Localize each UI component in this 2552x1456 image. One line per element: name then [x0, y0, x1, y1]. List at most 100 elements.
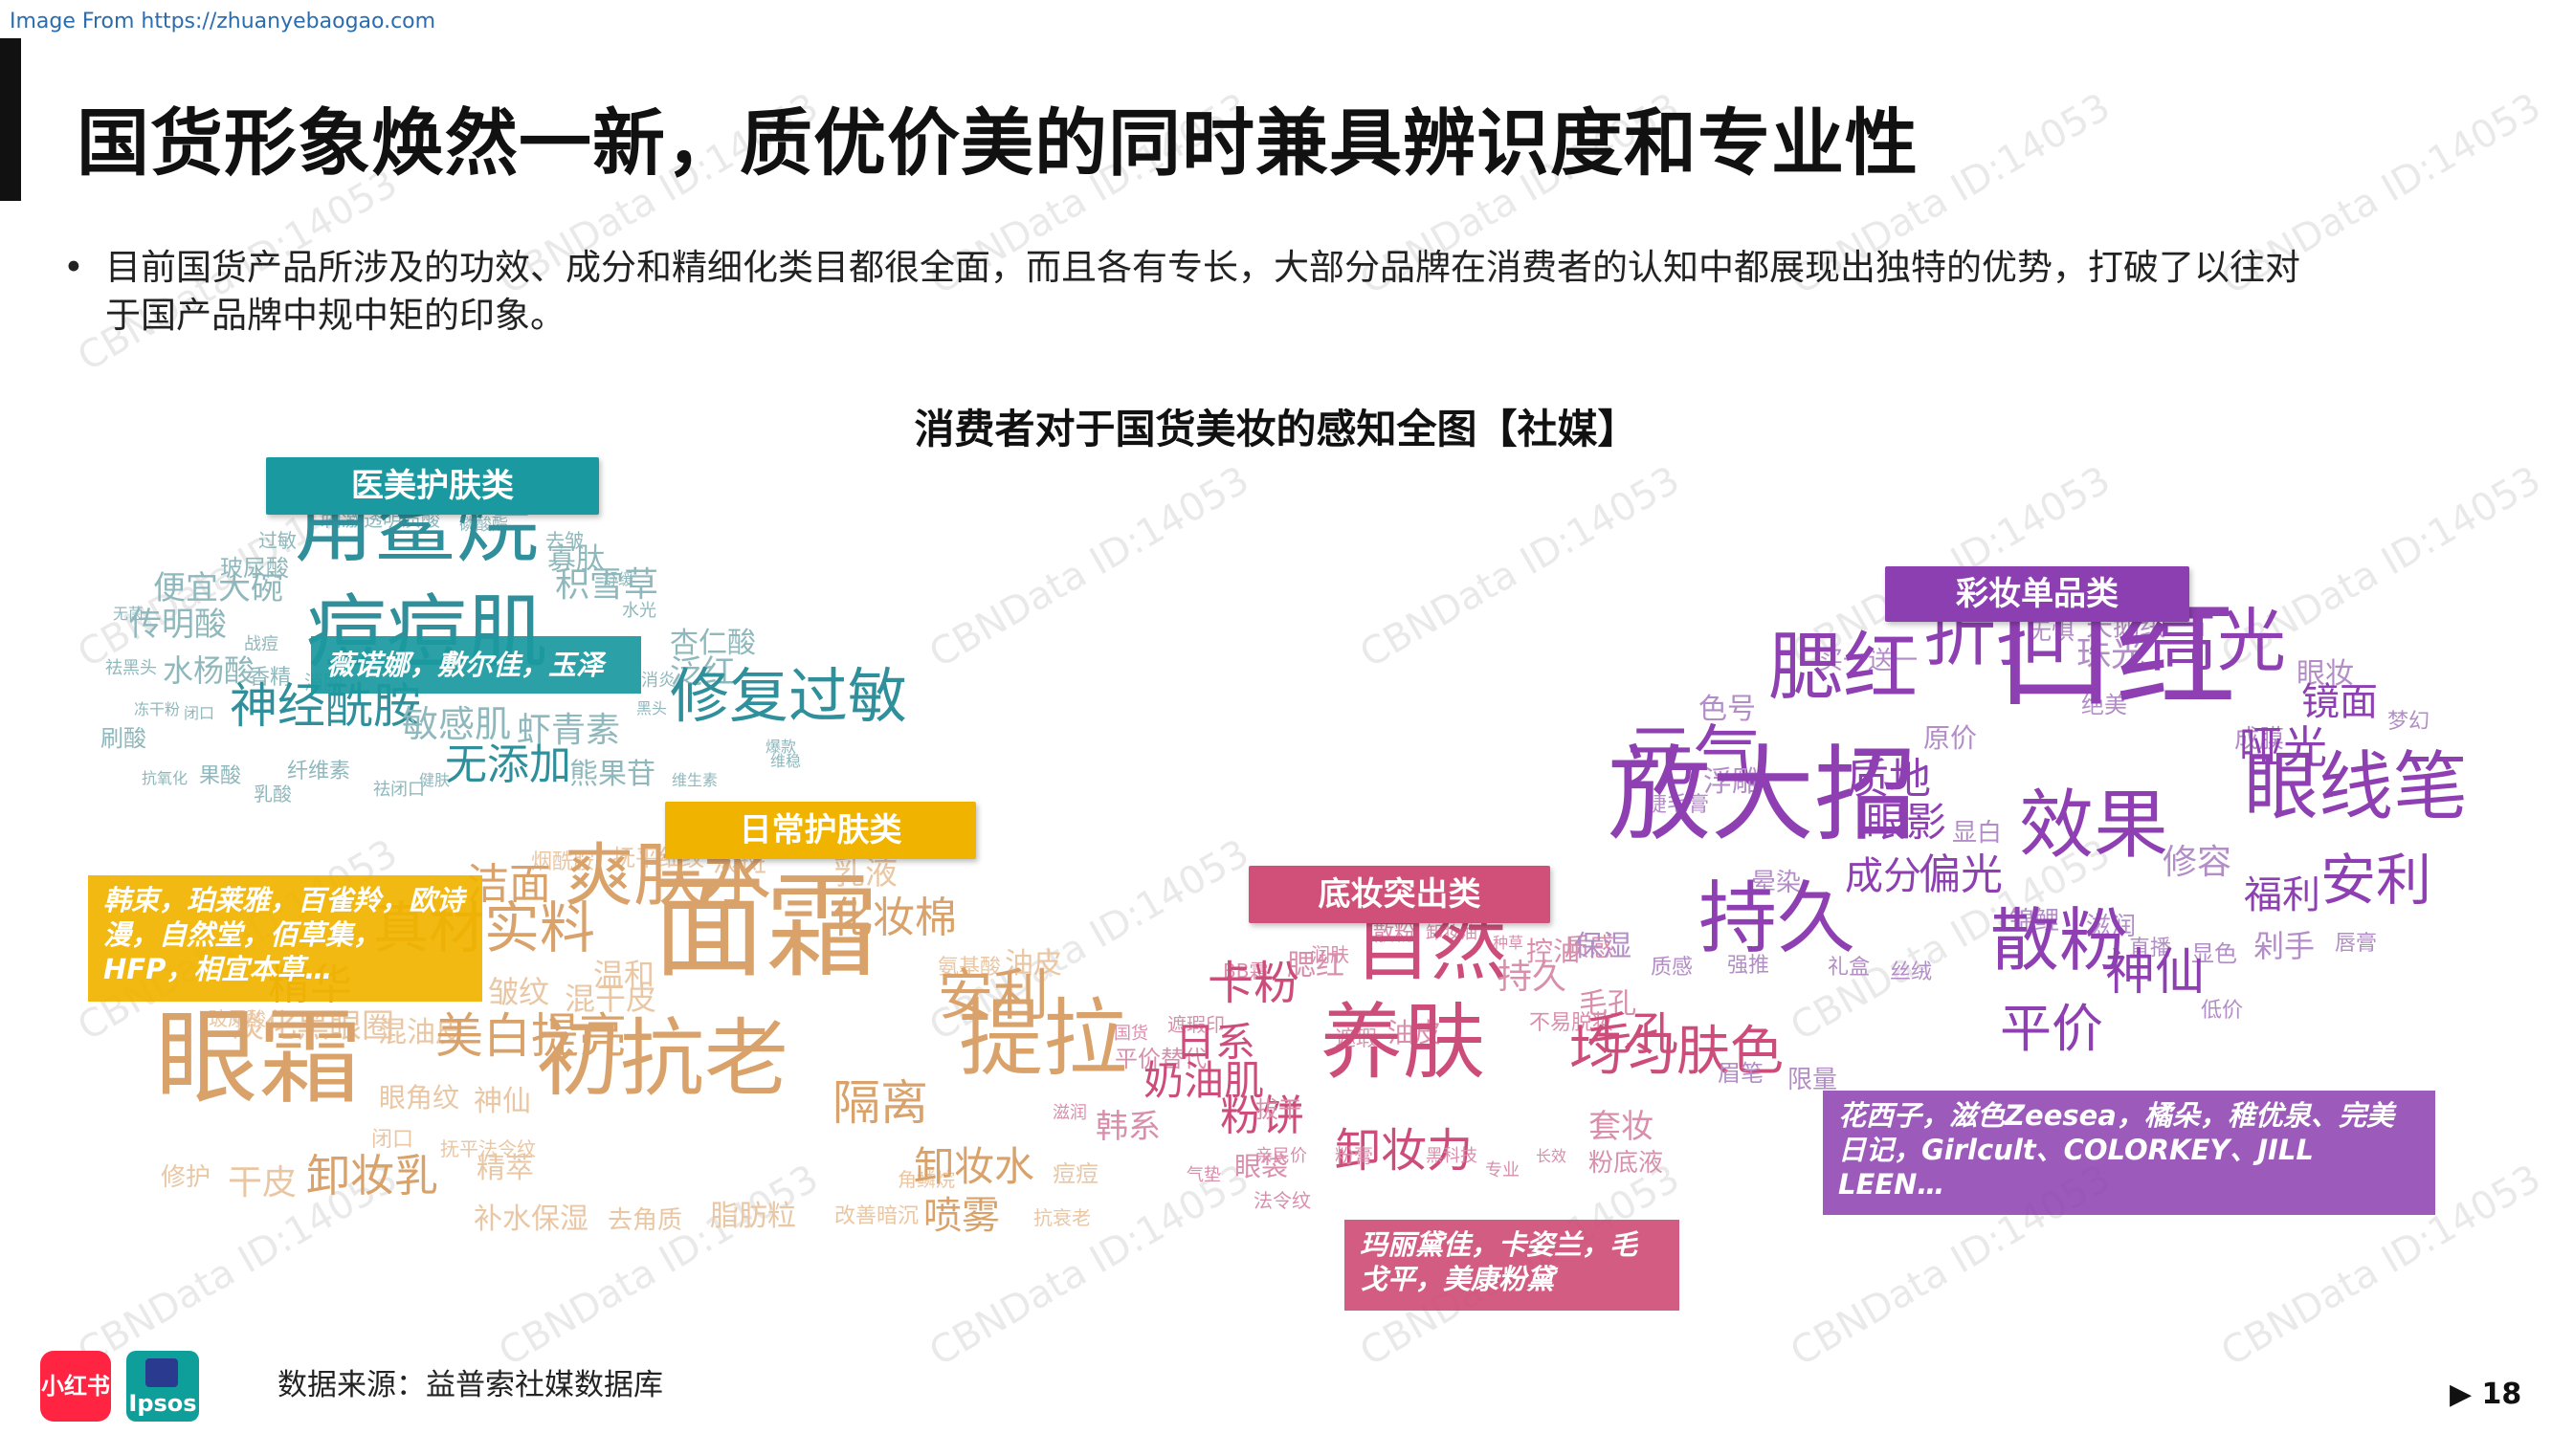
word-cloud-term: 乳液: [832, 854, 898, 893]
word-cloud-term: 镜面: [2301, 680, 2378, 724]
chart-title: 消费者对于国货美妆的感知全图【社媒】: [914, 406, 1638, 452]
word-cloud-term: 熊果苷: [569, 757, 655, 791]
word-cloud-term: 纤维素: [287, 760, 351, 784]
word-cloud-term: 寡肽: [547, 541, 605, 576]
word-cloud-term: 遮瑕印: [1167, 1013, 1225, 1036]
page-number-value: 18: [2481, 1378, 2522, 1411]
word-cloud-term: 种草: [1493, 934, 1524, 953]
word-cloud-term: BB霜: [1223, 960, 1269, 982]
word-cloud-term: 眉笔: [1718, 1059, 1764, 1087]
word-cloud-term: 成分: [1845, 854, 1921, 898]
page-arrow-icon: ▶: [2450, 1378, 2473, 1411]
word-cloud-term: 眼角纹: [379, 1082, 460, 1114]
word-cloud-term: 散粉: [1990, 899, 2129, 981]
word-cloud-term: 补水保湿: [474, 1202, 588, 1236]
word-cloud-term: 唇膏: [2335, 932, 2378, 957]
page-number: ▶ 18: [2450, 1378, 2521, 1411]
xiaohongshu-logo: 小红书: [40, 1351, 111, 1422]
word-cloud-term: 均匀肤色: [1569, 1021, 1784, 1084]
word-cloud-term: 无菌: [113, 605, 144, 624]
word-cloud-term: 平价: [2000, 999, 2103, 1060]
word-cloud-term: 修容: [2163, 843, 2232, 883]
tag-base-makeup: 底妆突出类: [1249, 866, 1550, 923]
word-cloud-term: 化妆棉: [831, 893, 957, 942]
word-cloud-term: 神仙: [2105, 943, 2206, 1002]
word-cloud-term: 眼袋: [1234, 1151, 1289, 1183]
title-accent-bar: [0, 38, 21, 201]
word-cloud-term: 卡粉: [1208, 957, 1300, 1011]
word-cloud-term: 买一送一: [1818, 646, 1919, 675]
word-cloud-term: 长效: [1536, 1147, 1567, 1166]
word-cloud-term: 抚平法令纹: [440, 1137, 536, 1160]
word-cloud-term: 爆款: [766, 738, 797, 757]
word-cloud-term: 成膜: [2234, 724, 2285, 754]
word-cloud-term: 混油皮: [378, 1015, 464, 1049]
word-cloud-term: 传明酸: [129, 606, 227, 645]
word-cloud-term: 晕染: [1751, 868, 1802, 897]
word-cloud-term: 干皮: [228, 1163, 298, 1203]
word-cloud-term: 日系: [1175, 1019, 1256, 1067]
word-cloud-term: 卸妆水: [914, 1143, 1035, 1191]
word-cloud-term: 磷酸酯: [459, 515, 508, 535]
word-cloud-term: 气垫: [1187, 1164, 1221, 1185]
word-cloud-term: 水光: [622, 600, 656, 621]
word-cloud-term: 角鳞烷: [898, 1168, 955, 1191]
word-cloud-term: 腮红: [1768, 624, 1919, 711]
word-cloud-term: 粉饼: [1220, 1091, 1304, 1140]
word-cloud-term: 拔干: [1255, 1095, 1301, 1123]
word-cloud-term: 滋润: [1053, 1102, 1087, 1123]
word-cloud-term: 皱纹: [488, 973, 550, 1010]
word-cloud-term: 礼盒: [1828, 956, 1871, 981]
word-cloud-term: 眼线笔: [2244, 743, 2469, 830]
word-cloud-term: 效果: [2019, 782, 2169, 869]
word-cloud-term: 油皮: [1005, 946, 1062, 981]
word-cloud-term: 平价替代: [1115, 1045, 1207, 1072]
word-cloud-term: 初抗老: [536, 1009, 789, 1109]
word-cloud-term: 精萃: [477, 1151, 534, 1185]
word-cloud-term: 国货: [1114, 1023, 1148, 1044]
word-cloud-term: 偏光: [1919, 849, 2003, 899]
word-cloud-term: 粉膏: [1335, 1144, 1373, 1167]
word-cloud-term: 原价: [1923, 722, 1978, 755]
word-cloud-term: 显白: [1952, 818, 2003, 848]
word-cloud-term: 神仙: [474, 1084, 531, 1118]
word-cloud-term: 健肤: [419, 771, 451, 790]
word-cloud-term: 眼影: [1866, 799, 1947, 847]
word-cloud-term: 卸妆力: [1335, 1124, 1474, 1179]
word-cloud-term: 质地: [1847, 754, 1931, 804]
word-cloud-term: 温和: [593, 956, 655, 993]
word-cloud-term: 剁手: [2253, 927, 2316, 964]
word-cloud-term: 安利: [2320, 847, 2432, 913]
word-cloud-term: 毛孔: [1587, 1007, 1679, 1062]
word-cloud-term: 养肤: [1320, 994, 1485, 1091]
bullet-text: 目前国货产品所涉及的功效、成分和精细化类目都很全面，而且各有专长，大部分品牌在消…: [105, 247, 2300, 336]
word-cloud-term: 黑头: [636, 699, 668, 718]
word-cloud-term: 卸妆乳: [306, 1149, 438, 1202]
word-cloud-term: 便宜大碗: [153, 569, 283, 608]
word-cloud-term: 黑科技: [1426, 1145, 1477, 1166]
word-cloud-term: 果酸: [199, 764, 242, 789]
word-cloud-term: 不易脱妆: [1529, 1011, 1614, 1036]
word-cloud-term: 隔离: [832, 1074, 928, 1131]
word-cloud-term: 遮瑕: [1335, 1027, 1378, 1052]
word-cloud-term: 梦幻: [2387, 710, 2430, 735]
word-cloud-term: 积雪草: [555, 565, 659, 606]
source-banner[interactable]: Image From https://zhuanyebaogao.com: [10, 10, 436, 33]
word-cloud-term: 腮红: [1287, 948, 1344, 982]
word-cloud-term: 祛黑头: [105, 657, 157, 678]
word-cloud-term: 元气: [1627, 717, 1761, 796]
word-cloud-term: 喷雾: [923, 1194, 1000, 1238]
word-cloud-term: 去角质: [608, 1205, 683, 1235]
word-cloud-term: 闭口: [371, 1128, 414, 1153]
brands-medical: 薇诺娜，敷尔佳，玉泽: [311, 636, 641, 694]
word-cloud-term: 脂肪粒: [710, 1199, 796, 1233]
word-cloud-term: 毛孔: [1579, 986, 1636, 1021]
word-cloud-term: 无添加: [445, 739, 571, 789]
word-cloud-term: 冻干粉: [134, 700, 181, 719]
word-cloud-term: 虾青素: [517, 711, 621, 751]
word-cloud-term: 面霜: [653, 860, 879, 993]
word-cloud-term: 限量: [1787, 1065, 1838, 1094]
word-cloud-term: 福利: [2244, 873, 2320, 917]
page-title: 国货形象焕然一新，质优价美的同时兼具辨识度和专业性: [77, 100, 1919, 186]
data-source-note: 数据来源：益普索社媒数据库: [277, 1368, 663, 1402]
